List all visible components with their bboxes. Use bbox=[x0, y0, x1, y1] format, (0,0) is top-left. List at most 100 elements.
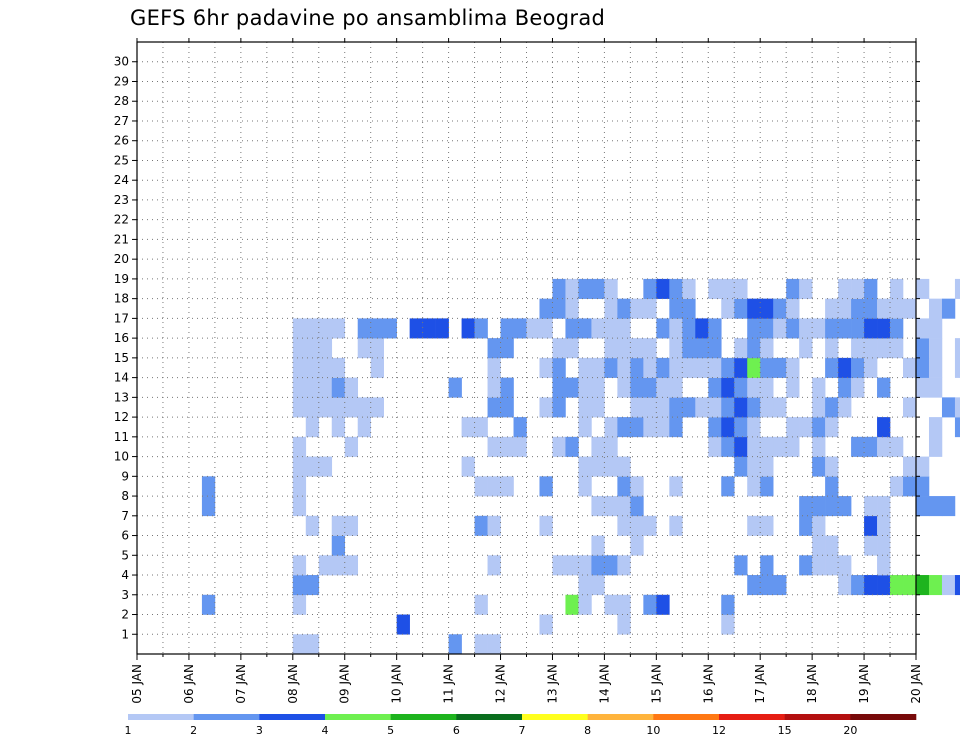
heatmap-cell bbox=[617, 338, 631, 359]
heatmap-cell bbox=[292, 377, 307, 398]
heatmap-cell bbox=[643, 298, 657, 319]
heatmap-cell bbox=[487, 515, 501, 536]
heatmap-cell bbox=[773, 357, 787, 378]
heatmap-cell bbox=[643, 515, 657, 536]
heatmap-cell bbox=[851, 575, 865, 596]
heatmap-cell bbox=[604, 496, 618, 517]
heatmap-cell bbox=[474, 417, 488, 438]
heatmap-cell bbox=[591, 357, 605, 378]
heatmap-cell bbox=[435, 318, 449, 339]
heatmap-cell bbox=[591, 436, 605, 457]
heatmap-cell bbox=[331, 535, 346, 556]
heatmap-cell bbox=[786, 278, 800, 299]
heatmap-cell bbox=[656, 278, 670, 299]
heatmap-cell bbox=[941, 298, 956, 319]
heatmap-cell bbox=[292, 496, 307, 517]
heatmap-cell bbox=[669, 298, 683, 319]
heatmap-cell bbox=[331, 318, 346, 339]
heatmap-cell bbox=[773, 397, 787, 418]
heatmap-cell bbox=[604, 456, 618, 477]
heatmap-cell bbox=[604, 357, 618, 378]
heatmap-cell bbox=[734, 555, 748, 576]
x-tick-label: 08 JAN bbox=[286, 664, 300, 704]
heatmap-cell bbox=[552, 436, 566, 457]
heatmap-cell bbox=[617, 555, 631, 576]
heatmap-cell bbox=[695, 338, 709, 359]
chart-title: GEFS 6hr padavine po ansamblima Beograd bbox=[130, 6, 606, 30]
heatmap-cell bbox=[565, 436, 579, 457]
y-tick-label: 10 bbox=[114, 450, 129, 464]
heatmap-cell bbox=[825, 298, 839, 319]
heatmap-cell bbox=[656, 594, 670, 615]
heatmap-cell bbox=[734, 377, 748, 398]
heatmap-cell bbox=[877, 496, 891, 517]
heatmap-cell bbox=[747, 515, 761, 536]
heatmap-cell bbox=[331, 357, 346, 378]
heatmap-cell bbox=[721, 377, 735, 398]
heatmap-cell bbox=[903, 397, 917, 418]
heatmap-cell bbox=[864, 278, 878, 299]
heatmap-cell bbox=[812, 397, 826, 418]
heatmap-cell bbox=[916, 456, 930, 477]
x-tick-label: 14 JAN bbox=[597, 664, 611, 704]
y-tick-label: 26 bbox=[114, 134, 129, 148]
heatmap-cell bbox=[331, 397, 346, 418]
heatmap-cell bbox=[812, 417, 826, 438]
heatmap-cell bbox=[669, 397, 683, 418]
y-tick-label: 4 bbox=[121, 568, 129, 582]
heatmap-cell bbox=[344, 397, 359, 418]
heatmap-cell bbox=[695, 397, 709, 418]
heatmap-cell bbox=[630, 515, 644, 536]
y-tick-label: 8 bbox=[121, 489, 129, 503]
heatmap-cell bbox=[851, 298, 865, 319]
heatmap-cell bbox=[292, 634, 307, 655]
heatmap-cell bbox=[825, 555, 839, 576]
heatmap-cell bbox=[344, 515, 359, 536]
heatmap-cell bbox=[903, 298, 917, 319]
heatmap-cell bbox=[903, 476, 917, 497]
heatmap-cell bbox=[500, 338, 514, 359]
heatmap-cell bbox=[487, 338, 501, 359]
heatmap-cell bbox=[630, 417, 644, 438]
heatmap-cell bbox=[370, 338, 384, 359]
heatmap-cell bbox=[578, 456, 592, 477]
heatmap-cell bbox=[409, 318, 423, 339]
heatmap-cell bbox=[565, 278, 579, 299]
heatmap-cell bbox=[474, 476, 488, 497]
heatmap-cell bbox=[643, 417, 657, 438]
heatmap-cell bbox=[812, 377, 826, 398]
heatmap-cell bbox=[799, 417, 813, 438]
y-tick-label: 19 bbox=[114, 272, 129, 286]
heatmap-cell bbox=[812, 515, 826, 536]
x-tick-label: 18 JAN bbox=[805, 664, 819, 704]
heatmap-cell bbox=[630, 496, 644, 517]
y-tick-label: 13 bbox=[114, 390, 129, 404]
heatmap-cell bbox=[474, 318, 488, 339]
heatmap-cell bbox=[565, 338, 579, 359]
y-tick-label: 3 bbox=[121, 588, 129, 602]
heatmap-cell bbox=[318, 318, 333, 339]
heatmap-cell bbox=[682, 357, 696, 378]
heatmap-cell bbox=[487, 436, 501, 457]
legend-label: 10 bbox=[646, 724, 660, 737]
heatmap-cell bbox=[708, 397, 722, 418]
heatmap-cell bbox=[578, 278, 592, 299]
heatmap-cell bbox=[760, 515, 774, 536]
heatmap-cell bbox=[552, 555, 566, 576]
heatmap-cell bbox=[864, 318, 878, 339]
y-tick-label: 9 bbox=[121, 469, 129, 483]
heatmap-cell bbox=[825, 318, 839, 339]
heatmap-cell bbox=[539, 476, 553, 497]
heatmap-cell bbox=[539, 298, 553, 319]
heatmap-cell bbox=[669, 278, 683, 299]
heatmap-cell bbox=[318, 377, 333, 398]
heatmap-cell bbox=[786, 357, 800, 378]
legend-label: 15 bbox=[778, 724, 792, 737]
heatmap-cell bbox=[760, 456, 774, 477]
heatmap-cell bbox=[799, 555, 813, 576]
legend-swatch bbox=[719, 714, 785, 720]
heatmap-cell bbox=[539, 614, 553, 635]
heatmap-cell bbox=[799, 515, 813, 536]
heatmap-cell bbox=[825, 417, 839, 438]
heatmap-cell bbox=[669, 357, 683, 378]
